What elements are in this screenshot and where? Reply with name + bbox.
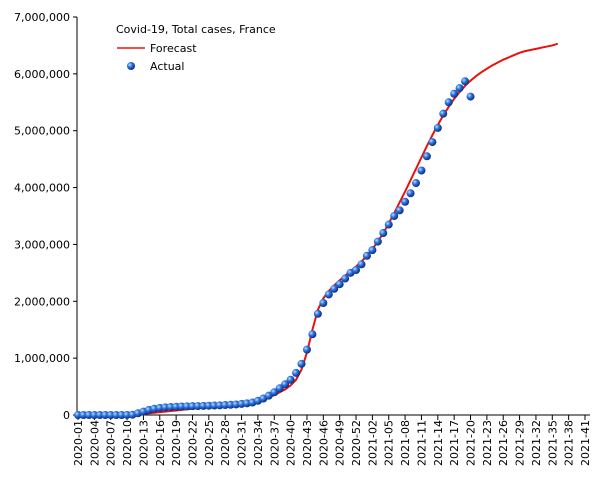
actual-point [390,212,399,220]
x-tick-label: 2021-14 [432,420,445,466]
actual-point [324,290,333,299]
y-tick-label: 0 [63,409,70,422]
x-tick-label: 2020-19 [170,420,183,466]
y-tick-label: 5,000,000 [14,125,70,138]
actual-point [297,359,306,368]
x-tick-label: 2021-11 [415,420,428,466]
forecast-line [78,42,559,416]
actual-point [373,237,382,246]
actual-point [450,89,459,98]
y-tick-label: 2,000,000 [14,295,70,308]
x-tick-label: 2021-32 [530,420,543,466]
legend-title: Covid-19, Total cases, France [116,23,276,36]
actual-point [362,251,371,260]
x-tick-label: 2020-52 [350,420,363,466]
actual-point [286,375,295,384]
actual-point [406,189,415,198]
actual-point [461,77,470,86]
actual-point [401,197,410,206]
actual-point [341,274,350,283]
actual-point [433,123,442,132]
x-tick-label: 2021-02 [366,420,379,466]
y-tick-label: 7,000,000 [14,11,70,24]
actual-point [308,330,317,339]
x-tick-label: 2020-01 [72,420,85,466]
x-tick-label: 2021-20 [465,420,478,466]
legend-marker [127,62,135,70]
actual-point [395,206,404,215]
x-tick-label: 2020-13 [137,420,150,466]
x-tick-label: 2021-23 [481,420,494,466]
x-tick-label: 2020-34 [252,420,265,466]
actual-point [281,380,290,389]
actual-point [292,368,301,377]
actual-point [422,152,431,161]
actual-point [384,220,393,229]
x-tick-label: 2021-29 [514,420,527,466]
y-tick-label: 3,000,000 [14,238,70,251]
actual-point [417,166,426,175]
actual-point [412,179,420,188]
x-tick-label: 2020-43 [301,420,314,466]
actual-point [368,246,377,255]
x-tick-label: 2020-07 [105,420,118,466]
actual-point [428,138,437,147]
x-tick-label: 2021-26 [497,420,510,466]
x-tick-label: 2020-25 [203,420,216,466]
legend-label: Actual [150,60,184,73]
x-tick-label: 2020-16 [154,420,167,466]
x-tick-label: 2020-31 [236,420,249,466]
y-tick-label: 6,000,000 [14,68,70,81]
actual-point [357,260,366,269]
x-tick-label: 2021-17 [448,420,461,466]
x-tick-label: 2020-37 [268,420,281,466]
x-tick-label: 2020-04 [88,420,101,466]
x-tick-label: 2020-22 [186,420,199,466]
x-tick-label: 2020-46 [317,420,330,466]
x-tick-label: 2020-28 [219,420,232,466]
legend-label: Forecast [150,42,197,55]
actual-point [302,345,311,354]
actual-point [352,266,361,275]
actual-point [313,309,322,318]
actual-point [319,298,328,307]
x-tick-label: 2021-05 [383,420,396,466]
x-tick-label: 2021-35 [546,420,559,466]
y-tick-label: 1,000,000 [14,352,70,365]
actual-point [439,109,448,118]
x-tick-label: 2021-38 [563,420,576,466]
actual-point [379,229,388,238]
x-tick-label: 2020-40 [285,420,298,466]
y-tick-label: 4,000,000 [14,182,70,195]
actual-point [330,284,339,293]
actual-point [335,280,344,289]
x-tick-label: 2020-49 [334,420,347,466]
x-tick-label: 2021-08 [399,420,412,466]
x-tick-label: 2021-41 [579,420,592,466]
actual-point [466,92,475,101]
actual-point [444,98,453,107]
actual-point [455,84,464,93]
x-tick-label: 2020-10 [121,420,134,466]
